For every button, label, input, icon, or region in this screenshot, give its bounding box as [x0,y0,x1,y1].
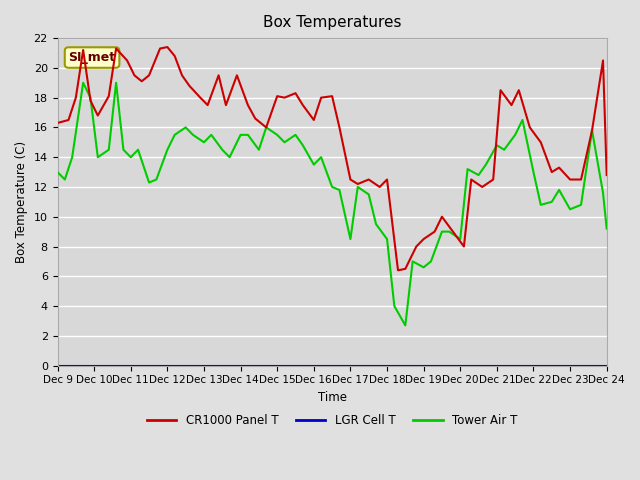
Y-axis label: Box Temperature (C): Box Temperature (C) [15,141,28,263]
Legend: CR1000 Panel T, LGR Cell T, Tower Air T: CR1000 Panel T, LGR Cell T, Tower Air T [142,409,522,432]
X-axis label: Time: Time [317,391,347,404]
Title: Box Temperatures: Box Temperatures [263,15,401,30]
Text: SI_met: SI_met [68,51,116,64]
